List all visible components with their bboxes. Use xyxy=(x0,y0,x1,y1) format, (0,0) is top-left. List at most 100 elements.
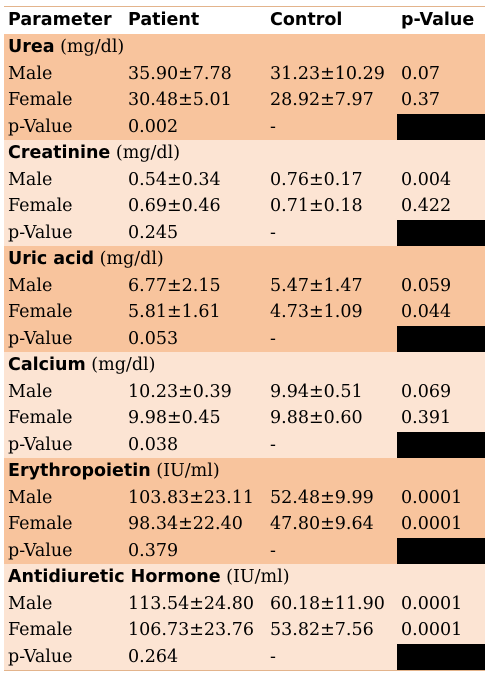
section-unit: (IU/ml) xyxy=(156,461,220,481)
table-cell: Male xyxy=(8,169,53,190)
table-cell: Female xyxy=(8,196,73,216)
table-body: Urea (mg/dl) Male 35.90±7.78 31.23±10.29 0.0… xyxy=(4,34,485,670)
table-cell: 103.83±23.11 xyxy=(128,487,254,508)
section-title-uric-acid: Uric acid (mg/dl) xyxy=(4,246,485,273)
table-cell: 9.94±0.51 xyxy=(270,381,363,402)
table-row: p-Value 0.264 - xyxy=(4,643,485,670)
table-cell: 5.81±1.61 xyxy=(128,302,221,322)
table-cell: 0.0001 xyxy=(401,514,463,534)
table-row: Male 35.90±7.78 31.23±10.29 0.07 xyxy=(4,60,485,87)
table-cell: p-Value xyxy=(8,328,73,349)
table-cell: 4.73±1.09 xyxy=(270,302,363,322)
table-row: Female 98.34±22.40 47.80±9.64 0.0001 xyxy=(4,511,485,538)
table-cell: Male xyxy=(8,593,53,614)
table-row: p-Value 0.038 - xyxy=(4,431,485,458)
table-cell: 113.54±24.80 xyxy=(128,593,254,614)
table-row: Female 106.73±23.76 53.82±7.56 0.0001 xyxy=(4,617,485,644)
table-cell: 0.264 xyxy=(128,646,179,667)
table-row: Female 0.69±0.46 0.71±0.18 0.422 xyxy=(4,193,485,220)
table-cell: 106.73±23.76 xyxy=(128,620,254,640)
table-row: p-Value 0.053 - xyxy=(4,325,485,352)
section-name: Antidiuretic Hormone xyxy=(8,567,221,587)
blacked-out-cell xyxy=(397,113,485,140)
section-name: Erythropoietin xyxy=(8,461,151,481)
table-cell: 0.004 xyxy=(401,169,452,190)
table-cell: 9.98±0.45 xyxy=(128,408,221,428)
table-cell: 60.18±11.90 xyxy=(270,593,385,614)
header-patient: Patient xyxy=(128,10,200,30)
table-cell: p-Value xyxy=(8,116,73,137)
table-cell: 0.391 xyxy=(401,408,452,428)
table-cell: 31.23±10.29 xyxy=(270,63,385,84)
section-title-urea: Urea (mg/dl) xyxy=(4,34,485,61)
table-cell: 0.038 xyxy=(128,434,179,455)
table-header: Parameter Patient Control p-Value xyxy=(4,7,485,34)
table-row: Male 6.77±2.15 5.47±1.47 0.059 xyxy=(4,272,485,299)
table-cell: 0.0001 xyxy=(401,487,463,508)
table-cell: - xyxy=(270,540,276,561)
table-row: Male 10.23±0.39 9.94±0.51 0.069 xyxy=(4,378,485,405)
table-cell: Male xyxy=(8,63,53,84)
table-cell: 0.0001 xyxy=(401,620,463,640)
table-cell: 28.92±7.97 xyxy=(270,90,374,110)
table-cell: 0.71±0.18 xyxy=(270,196,363,216)
table-cell: 9.88±0.60 xyxy=(270,408,363,428)
table-row: Male 103.83±23.11 52.48±9.99 0.0001 xyxy=(4,484,485,511)
table-cell: Male xyxy=(8,381,53,402)
table-cell: Female xyxy=(8,620,73,640)
table-cell: Male xyxy=(8,487,53,508)
table-cell: 0.002 xyxy=(128,116,179,137)
table-cell: 0.379 xyxy=(128,540,179,561)
table-cell: 52.48±9.99 xyxy=(270,487,374,508)
table-cell: p-Value xyxy=(8,540,73,561)
table-cell: Female xyxy=(8,302,73,322)
blacked-out-cell xyxy=(397,643,485,670)
table-cell: - xyxy=(270,222,276,243)
table-cell: - xyxy=(270,328,276,349)
table-cell: 98.34±22.40 xyxy=(128,514,243,534)
table-cell: 0.54±0.34 xyxy=(128,169,221,190)
table-cell: Male xyxy=(8,275,53,296)
table-cell: 0.37 xyxy=(401,90,440,110)
section-title-antidiuretic-hormone: Antidiuretic Hormone (IU/ml) xyxy=(4,564,485,591)
blacked-out-cell xyxy=(397,537,485,564)
table-cell: - xyxy=(270,434,276,455)
table-row: Male 0.54±0.34 0.76±0.17 0.004 xyxy=(4,166,485,193)
section-name: Creatinine xyxy=(8,143,111,163)
table-cell: 10.23±0.39 xyxy=(128,381,232,402)
table-cell: 35.90±7.78 xyxy=(128,63,232,84)
table-cell: 0.245 xyxy=(128,222,179,243)
table-row: Male 113.54±24.80 60.18±11.90 0.0001 xyxy=(4,590,485,617)
section-title-creatinine: Creatinine (mg/dl) xyxy=(4,140,485,167)
blacked-out-cell xyxy=(397,219,485,246)
blacked-out-cell xyxy=(397,431,485,458)
table-cell: 0.76±0.17 xyxy=(270,169,363,190)
section-unit: (mg/dl) xyxy=(99,249,164,269)
table-cell: 53.82±7.56 xyxy=(270,620,374,640)
table-cell: p-Value xyxy=(8,434,73,455)
table-cell: 0.422 xyxy=(401,196,452,216)
table-row: Female 9.98±0.45 9.88±0.60 0.391 xyxy=(4,405,485,432)
table-row: p-Value 0.379 - xyxy=(4,537,485,564)
table-cell: Female xyxy=(8,514,73,534)
table-cell: 0.07 xyxy=(401,63,440,84)
section-unit: (IU/ml) xyxy=(226,567,290,587)
table-cell: 0.044 xyxy=(401,302,452,322)
table-cell: p-Value xyxy=(8,646,73,667)
section-name: Calcium xyxy=(8,355,86,375)
blacked-out-cell xyxy=(397,325,485,352)
header-p-value: p-Value xyxy=(401,10,475,30)
header-control: Control xyxy=(270,10,343,30)
section-name: Uric acid xyxy=(8,249,95,269)
table-cell: 6.77±2.15 xyxy=(128,275,221,296)
section-title-erythropoietin: Erythropoietin (IU/ml) xyxy=(4,458,485,485)
table-row: Female 30.48±5.01 28.92±7.97 0.37 xyxy=(4,87,485,114)
table-cell: 0.0001 xyxy=(401,593,463,614)
section-title-calcium: Calcium (mg/dl) xyxy=(4,352,485,379)
table-cell: - xyxy=(270,646,276,667)
table-cell: 0.069 xyxy=(401,381,452,402)
table-row: Female 5.81±1.61 4.73±1.09 0.044 xyxy=(4,299,485,326)
table-cell: Female xyxy=(8,90,73,110)
header-parameter: Parameter xyxy=(8,10,112,30)
table-cell: p-Value xyxy=(8,222,73,243)
